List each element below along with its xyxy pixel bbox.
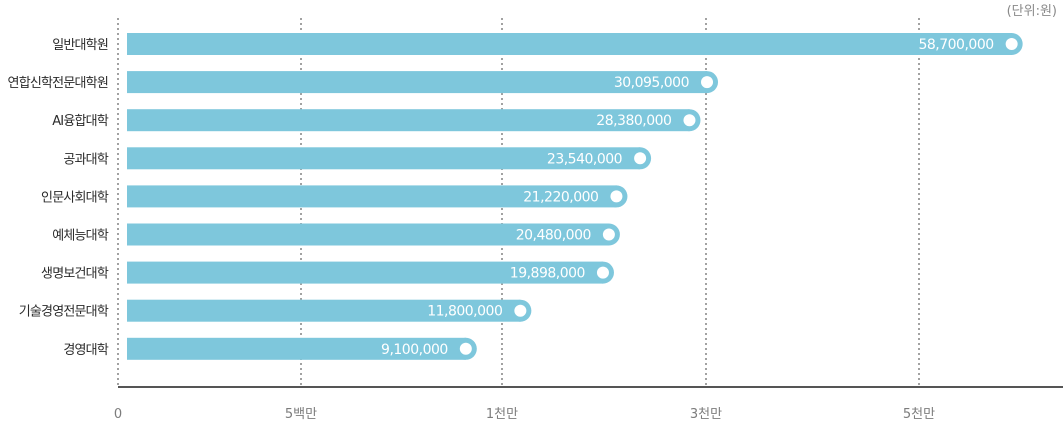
x-tick-label-2: 1천만 [486, 407, 518, 422]
value-label-6: 20,480,000 [516, 228, 591, 244]
value-label-1: 58,700,000 [918, 37, 993, 53]
unit-label: (단위:원) [1006, 4, 1057, 19]
bar-2 [127, 71, 708, 94]
bar-1 [127, 33, 1012, 55]
bar-end-dot-5 [610, 190, 623, 203]
bar-end-dot-1 [1005, 38, 1018, 50]
x-tick-label-4: 5천만 [903, 407, 935, 422]
value-label-8: 11,800,000 [427, 304, 502, 320]
category-label-8: 기술경영전문대학 [19, 305, 109, 320]
category-label-9: 경영대학 [63, 343, 108, 358]
bar-end-dot-2 [701, 76, 714, 89]
bar-end-dot-3 [683, 114, 696, 127]
bar-end-dot-8 [514, 304, 527, 317]
bar-end-dot-9 [459, 342, 472, 355]
value-label-2: 30,095,000 [614, 75, 689, 91]
category-label-6: 예체능대학 [52, 229, 109, 244]
value-label-3: 28,380,000 [596, 113, 671, 129]
x-tick-label-3: 3천만 [690, 407, 722, 422]
bar-4 [127, 147, 641, 170]
category-label-5: 인문사회대학 [41, 190, 109, 205]
category-label-3: AI융합대학 [52, 114, 109, 129]
category-label-1: 일반대학원 [52, 38, 108, 53]
value-label-5: 21,220,000 [523, 189, 598, 205]
bar-end-dot-7 [596, 266, 609, 279]
x-tick-label-1: 5백만 [285, 407, 317, 422]
category-label-4: 공과대학 [63, 152, 108, 167]
bar-6 [127, 223, 609, 246]
bar-3 [127, 109, 690, 132]
bar-8 [127, 299, 521, 322]
x-tick-label-0: 0 [114, 407, 122, 422]
bar-7 [127, 261, 603, 284]
value-label-9: 9,100,000 [381, 342, 448, 358]
value-label-7: 19,898,000 [510, 266, 585, 282]
bar-end-dot-6 [602, 228, 615, 241]
bar-end-dot-4 [634, 152, 647, 165]
category-label-7: 생명보건대학 [41, 267, 109, 282]
category-label-2: 연합신학전문대학원 [8, 76, 108, 91]
bar-5 [127, 185, 617, 208]
value-label-4: 23,540,000 [547, 151, 622, 167]
bar-9 [127, 337, 466, 360]
